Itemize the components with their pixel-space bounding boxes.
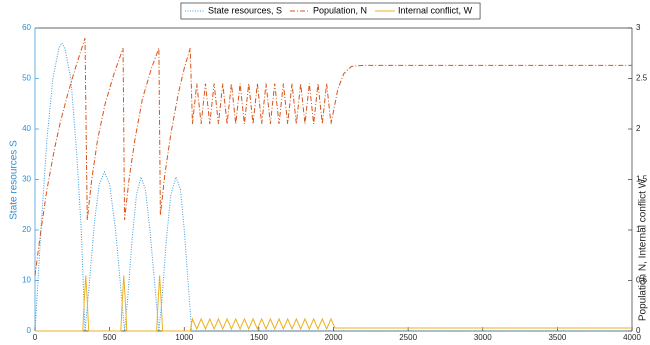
legend-box [180, 2, 481, 20]
y2-tick-label: 1 [636, 225, 641, 234]
x-tick-label: 0 [33, 333, 38, 342]
legend-label: Population, N [313, 5, 367, 15]
x-tick-label: 3000 [474, 333, 492, 342]
y-tick-label: 20 [22, 225, 31, 234]
y2-tick-label: 2.5 [636, 74, 648, 83]
legend-label: Internal conflict, W [398, 5, 473, 15]
y2-tick-label: 3 [636, 23, 641, 32]
y2-tick-label: 2 [636, 124, 641, 133]
legend: State resources, S Population, N Internal … [180, 2, 481, 20]
y2-axis-label: Population N, Internal conflict W [638, 178, 649, 321]
x-tick-label: 2000 [325, 333, 343, 342]
series-line [34, 37, 632, 276]
y-tick-label: 30 [22, 175, 31, 184]
x-tick-label: 3500 [548, 333, 566, 342]
x-tick-label: 4000 [623, 333, 641, 342]
x-tick-label: 1000 [175, 333, 193, 342]
y2-tick-label: 0 [636, 326, 641, 335]
y-tick-label: 50 [22, 74, 31, 83]
x-tick-label: 1500 [250, 333, 268, 342]
y2-tick-label: 0.5 [636, 276, 648, 285]
series-line [35, 275, 632, 332]
legend-label: State resources, S [208, 5, 282, 15]
y-axis-label: State resources S [9, 140, 20, 220]
x-tick-label: 500 [103, 333, 117, 342]
y2-tick-label: 1.5 [636, 175, 648, 184]
y-tick-label: 0 [27, 326, 32, 335]
y-tick-label: 40 [22, 124, 31, 133]
x-tick-label: 2500 [399, 333, 417, 342]
y-tick-label: 10 [22, 276, 31, 285]
y-tick-label: 60 [22, 23, 31, 32]
